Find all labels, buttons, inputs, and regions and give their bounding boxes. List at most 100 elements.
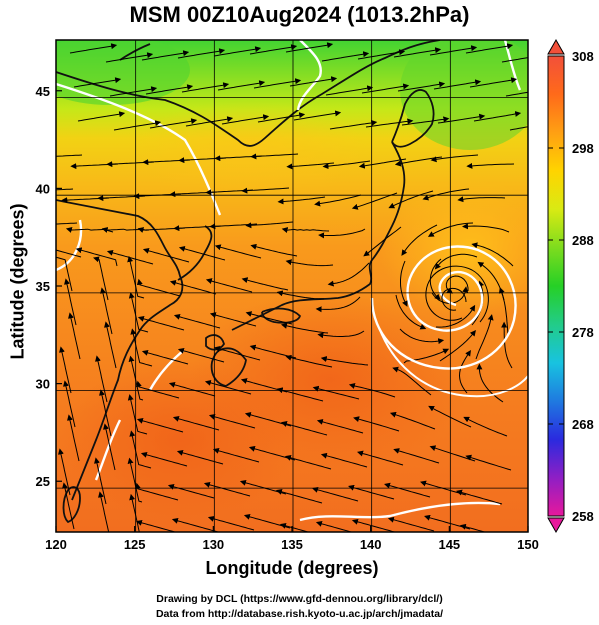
streamline bbox=[320, 452, 368, 468]
streamline bbox=[469, 77, 518, 88]
colorbar-tick-label: 288 bbox=[572, 233, 594, 248]
streamline bbox=[316, 418, 364, 434]
streamline bbox=[289, 76, 338, 87]
x-tick-label: 140 bbox=[360, 537, 382, 552]
streamline bbox=[463, 416, 508, 437]
streamline bbox=[388, 190, 434, 209]
streamline bbox=[284, 454, 332, 470]
streamline bbox=[365, 118, 414, 128]
streamline bbox=[280, 322, 329, 334]
streamline bbox=[429, 45, 478, 56]
streamline bbox=[137, 315, 185, 331]
streamline bbox=[94, 457, 107, 505]
streamline bbox=[471, 242, 514, 267]
streamline bbox=[64, 278, 77, 326]
streamline bbox=[241, 277, 289, 291]
streamline bbox=[434, 253, 478, 270]
credit-data-source: Data from http://database.rish.kyoto-u.a… bbox=[155, 608, 444, 620]
streamline bbox=[177, 48, 226, 59]
streamline bbox=[397, 81, 446, 92]
colorbar-max-triangle bbox=[547, 38, 565, 55]
streamline bbox=[56, 222, 78, 225]
streamline bbox=[62, 482, 75, 530]
streamline bbox=[456, 489, 503, 505]
streamline bbox=[68, 312, 81, 360]
streamline bbox=[98, 491, 110, 532]
streamline bbox=[293, 110, 342, 121]
streamline bbox=[171, 517, 219, 532]
streamline bbox=[457, 196, 506, 203]
x-tick-label: 135 bbox=[281, 537, 303, 552]
streamline bbox=[169, 279, 217, 295]
streamline bbox=[322, 160, 371, 170]
streamline bbox=[221, 114, 270, 125]
streamline bbox=[104, 321, 117, 369]
streamline bbox=[393, 448, 440, 464]
streamline bbox=[353, 416, 400, 432]
streamline bbox=[177, 347, 225, 363]
streamline bbox=[276, 387, 324, 402]
streamline bbox=[103, 423, 116, 471]
streamline bbox=[277, 196, 326, 205]
streamline bbox=[75, 247, 118, 267]
streamline bbox=[445, 275, 469, 294]
streamline bbox=[357, 450, 404, 466]
streamline bbox=[285, 259, 334, 267]
streamline bbox=[401, 224, 438, 256]
streamline bbox=[257, 112, 306, 123]
streamline bbox=[141, 349, 189, 365]
streamline bbox=[387, 516, 435, 532]
streamline bbox=[276, 290, 325, 300]
lat-lon-grid bbox=[56, 40, 528, 532]
streamline bbox=[473, 110, 522, 122]
streamline bbox=[214, 244, 262, 259]
streamline bbox=[109, 86, 158, 97]
streamline bbox=[77, 111, 126, 122]
streamline bbox=[213, 46, 262, 57]
temperature-field bbox=[56, 40, 528, 532]
streamline bbox=[136, 278, 181, 297]
colorbar-min-triangle bbox=[547, 517, 565, 534]
streamline bbox=[100, 287, 113, 335]
x-tick-label: 120 bbox=[45, 537, 67, 552]
y-tick-label: 45 bbox=[36, 84, 50, 99]
streamline bbox=[135, 380, 180, 399]
streamline bbox=[250, 153, 299, 160]
streamline bbox=[357, 49, 406, 60]
colorbar-tick-label: 258 bbox=[572, 509, 594, 524]
colorbar-tick-label: 268 bbox=[572, 417, 594, 432]
x-tick-label: 130 bbox=[202, 537, 224, 552]
streamline bbox=[250, 243, 298, 257]
streamline bbox=[172, 415, 220, 431]
y-tick-label: 30 bbox=[36, 377, 50, 392]
colorbar-ticks: 308 298 288 278 268 258 bbox=[548, 49, 594, 524]
streamline bbox=[149, 118, 198, 129]
streamline bbox=[135, 519, 177, 532]
streamline bbox=[281, 227, 330, 233]
streamline bbox=[399, 328, 445, 345]
streamline bbox=[185, 116, 234, 127]
streamline bbox=[430, 154, 479, 163]
streamline bbox=[475, 314, 494, 360]
credit-drawing: Drawing by DCL (https://www.gfd-dennou.o… bbox=[156, 593, 443, 605]
streamline bbox=[249, 44, 298, 55]
streamline bbox=[207, 515, 255, 531]
streamline bbox=[145, 84, 194, 95]
streamline bbox=[127, 255, 145, 299]
x-tick-label: 150 bbox=[517, 537, 539, 552]
streamline bbox=[141, 50, 190, 61]
streamline bbox=[209, 312, 257, 327]
streamline bbox=[439, 329, 476, 362]
streamline bbox=[140, 451, 188, 467]
streamline bbox=[321, 51, 370, 62]
streamline bbox=[127, 457, 143, 503]
streamline bbox=[311, 486, 359, 502]
streamline bbox=[178, 245, 226, 261]
streamline bbox=[435, 304, 476, 328]
streamline bbox=[99, 389, 112, 437]
streamline bbox=[69, 43, 118, 54]
streamline bbox=[389, 411, 436, 430]
streamline bbox=[217, 80, 266, 91]
streamline bbox=[465, 43, 514, 54]
y-axis-ticks: 25 30 35 40 45 bbox=[36, 84, 62, 489]
